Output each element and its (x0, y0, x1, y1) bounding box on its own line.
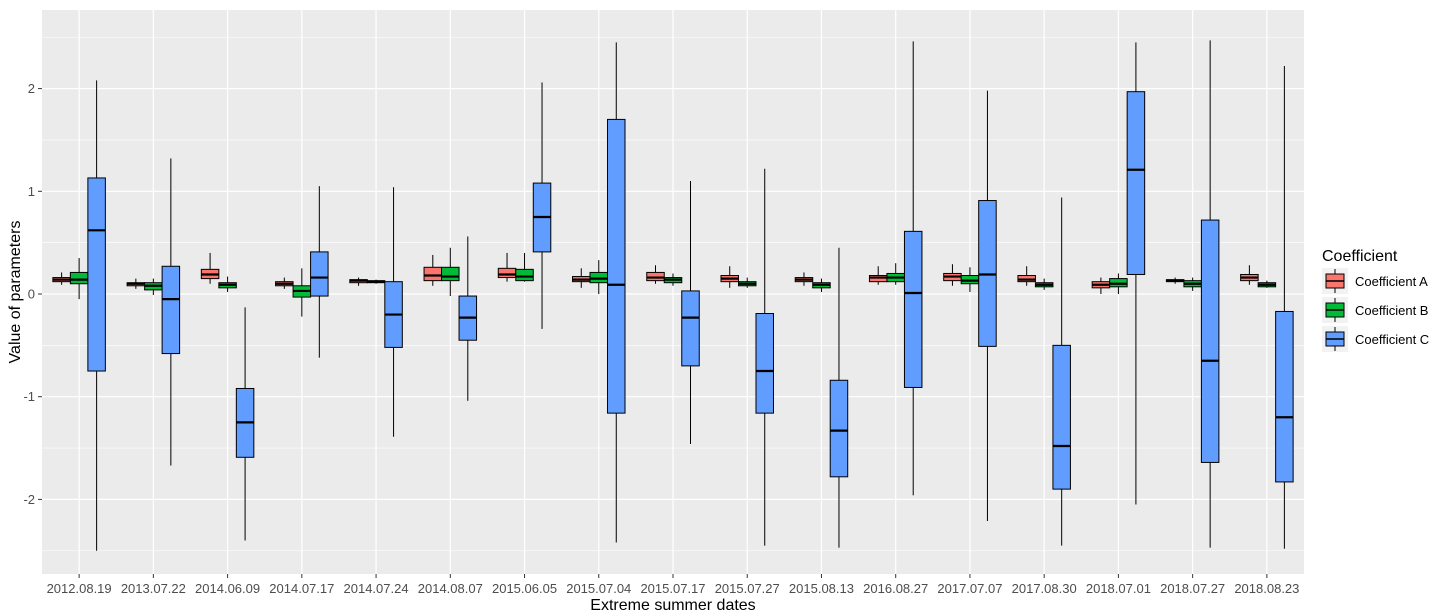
x-tick-label: 2014.07.17 (269, 581, 334, 596)
box-group (532, 82, 552, 329)
box-group (681, 181, 700, 444)
box-group (235, 307, 255, 541)
x-tick-label: 2015.06.05 (492, 581, 557, 596)
box-group (441, 247, 460, 297)
x-tick-label: 2016.08.27 (863, 581, 928, 596)
y-axis: -2 -1 0 1 2 (23, 81, 42, 507)
box-group (720, 266, 739, 288)
box (441, 266, 460, 282)
box-group (589, 260, 609, 294)
box-group (903, 41, 923, 496)
box-group (87, 80, 106, 551)
box-group (646, 265, 665, 284)
x-tick-label: 2018.07.01 (1086, 581, 1151, 596)
box (161, 265, 181, 355)
box-series (52, 40, 1294, 551)
x-tick-label: 2013.07.22 (121, 581, 186, 596)
x-tick-label: 2015.07.27 (715, 581, 780, 596)
y-tick-label: 2 (28, 81, 35, 96)
x-tick-label: 2017.07.07 (937, 581, 1002, 596)
legend-label: Coefficient A (1355, 274, 1428, 289)
box-group (200, 252, 220, 284)
box (607, 118, 626, 414)
box-group (1091, 277, 1111, 294)
box-group (161, 158, 181, 466)
legend: Coefficient Coefficient A Coefficient B Co… (1322, 248, 1429, 352)
box-group (1126, 42, 1146, 505)
box-group (1109, 273, 1128, 294)
y-tick-label: -2 (23, 492, 35, 507)
legend-title: Coefficient (1322, 248, 1398, 265)
box-group (1257, 280, 1277, 288)
box-group (218, 276, 237, 292)
x-tick-label: 2012.08.19 (47, 581, 112, 596)
box (310, 251, 329, 297)
x-tick-label: 2015.08.13 (789, 581, 854, 596)
box-group (515, 252, 534, 282)
box-group (366, 279, 386, 284)
box (423, 266, 443, 282)
box-group (794, 272, 814, 286)
y-tick-label: 1 (28, 184, 35, 199)
legend-label: Coefficient B (1355, 303, 1428, 318)
box-group (737, 277, 757, 288)
box-group (275, 277, 294, 289)
box-group (1034, 278, 1054, 290)
box-group (423, 254, 443, 286)
box-group (1052, 197, 1071, 546)
box-group (663, 273, 683, 286)
box-group (829, 247, 849, 548)
x-tick-label: 2015.07.04 (566, 581, 631, 596)
x-tick-label: 2017.08.30 (1012, 581, 1077, 596)
box-group (1275, 66, 1294, 549)
x-axis-title: Extreme summer dates (590, 597, 755, 614)
x-tick-label: 2018.07.27 (1160, 581, 1225, 596)
box-group (458, 236, 478, 401)
box (69, 271, 89, 285)
box (903, 230, 923, 388)
box (1200, 219, 1220, 463)
y-axis-title: Value of parameters (7, 221, 24, 364)
box-group (1200, 40, 1220, 548)
box-group (310, 186, 329, 358)
box (755, 313, 774, 414)
box (1275, 310, 1294, 483)
box (1052, 344, 1071, 490)
box-group (384, 187, 403, 437)
x-tick-label: 2014.08.07 (418, 581, 483, 596)
x-tick-label: 2014.06.09 (195, 581, 260, 596)
y-tick-label: 0 (28, 287, 35, 302)
box-group (812, 278, 831, 292)
box-group (1240, 265, 1259, 285)
box-group (960, 267, 980, 292)
box-group (607, 42, 626, 543)
box-group (1017, 266, 1036, 286)
box (681, 290, 700, 367)
x-axis: 2012.08.19 2013.07.22 2014.06.09 2014.07.17… (47, 574, 1299, 596)
box-group (755, 168, 774, 546)
x-tick-label: 2018.08.23 (1234, 581, 1299, 596)
box (515, 268, 534, 282)
box (829, 379, 849, 478)
legend-label: Coefficient C (1355, 332, 1429, 347)
box-group (978, 90, 997, 521)
box-group (292, 268, 312, 317)
x-tick-label: 2014.07.24 (344, 581, 409, 596)
x-tick-label: 2015.07.17 (640, 581, 705, 596)
box (1126, 91, 1146, 275)
y-tick-label: -1 (23, 389, 35, 404)
box (497, 267, 517, 279)
box (87, 177, 106, 372)
